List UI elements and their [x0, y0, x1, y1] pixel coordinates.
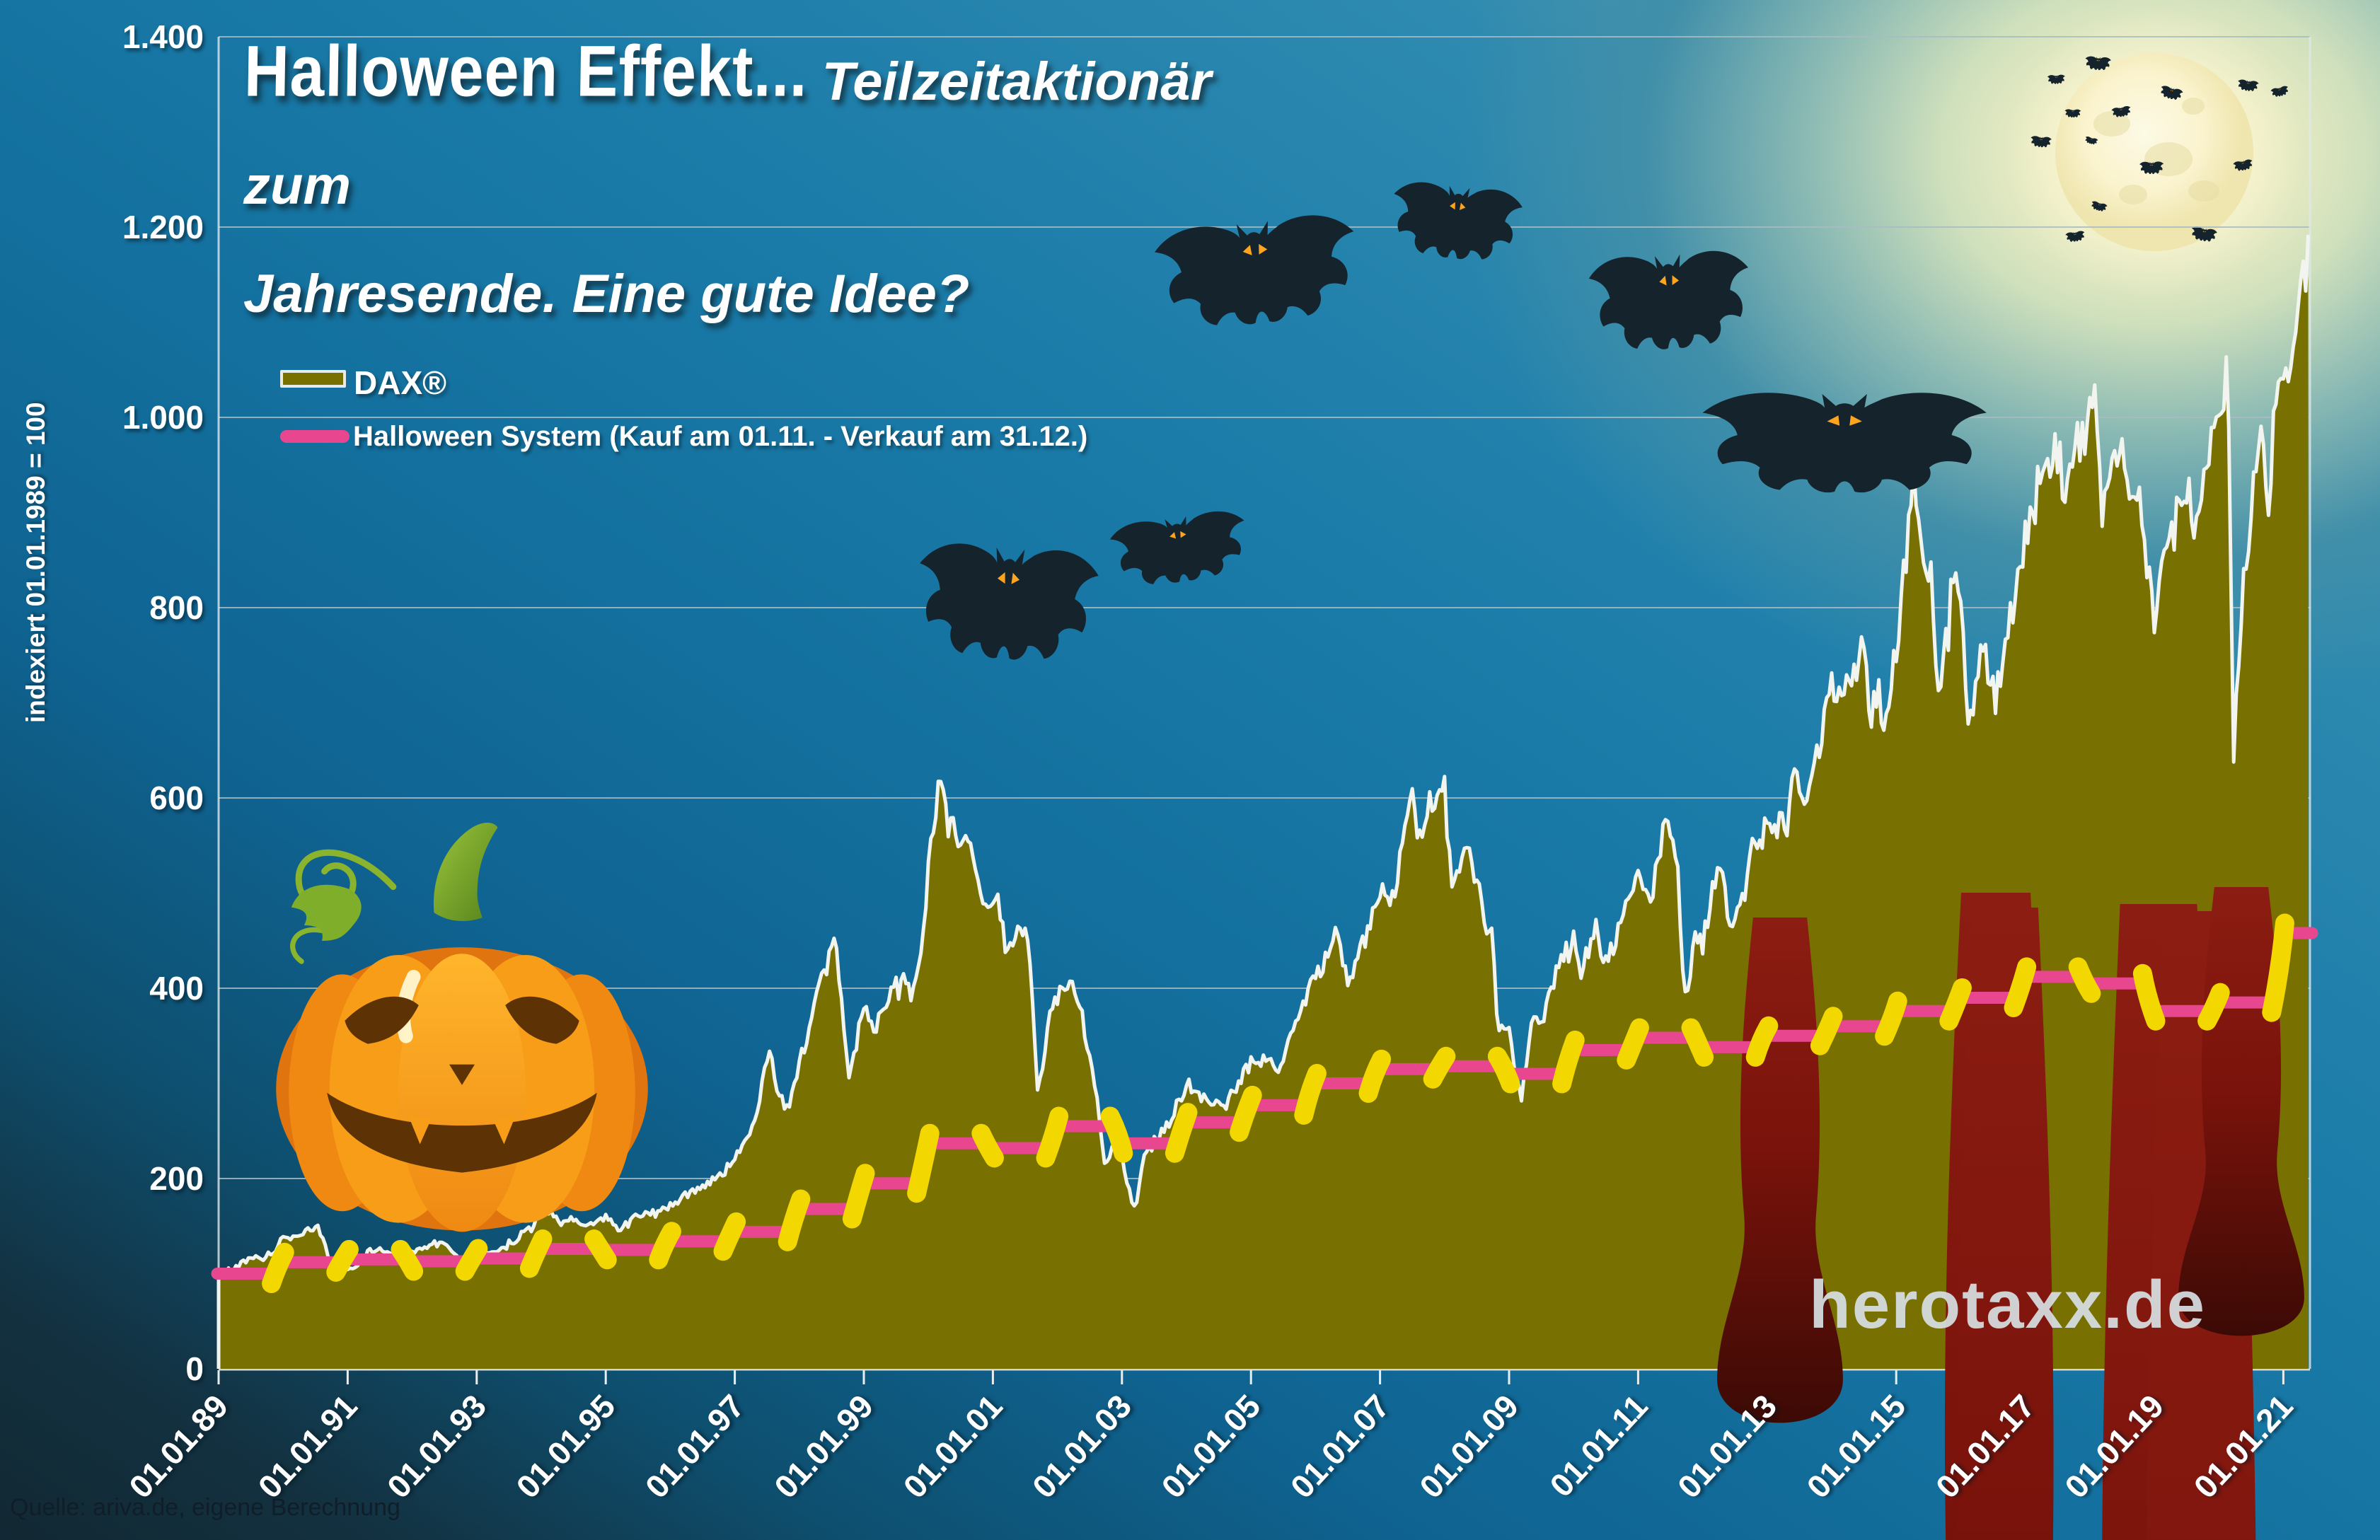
- x-tick-label: 01.01.93: [380, 1387, 493, 1505]
- moon-crater: [2188, 180, 2219, 202]
- source-note: Quelle: ariva.de, eigene Berechnung: [10, 1494, 400, 1521]
- pumpkin-tendril: [290, 927, 325, 964]
- pumpkin-tooth: [492, 1116, 516, 1145]
- watermark: herotaxx.de: [1809, 1267, 2206, 1343]
- title-italic-part: Teilzeitaktionär zum: [243, 52, 1212, 216]
- halloween-nov-dec-riser: [1165, 1103, 1198, 1163]
- x-tick-label: 01.01.07: [1283, 1387, 1397, 1505]
- pumpkin-leaf: [291, 884, 362, 941]
- halloween-nov-dec-riser: [1100, 1106, 1133, 1163]
- x-tick-label: 01.01.91: [251, 1387, 364, 1505]
- halloween-nov-dec-riser: [1230, 1085, 1262, 1142]
- y-tick-label: 1.200: [122, 209, 204, 245]
- legend-halloween-label: Halloween System (Kauf am 01.11. - Verka…: [353, 421, 1088, 452]
- x-tick-label: 01.01.03: [1025, 1387, 1138, 1505]
- halloween-nov-dec-riser: [455, 1239, 488, 1281]
- x-tick-label: 01.01.13: [1670, 1387, 1784, 1505]
- x-tick-label: 01.01.01: [896, 1387, 1010, 1505]
- y-tick-label: 600: [149, 780, 204, 816]
- pumpkin-lobe: [398, 954, 526, 1232]
- x-tick-label: 01.01.99: [767, 1387, 880, 1505]
- title-line2: Jahresende. Eine gute Idee?: [243, 264, 970, 324]
- halloween-nov-dec-riser: [1681, 1018, 1714, 1067]
- halloween-nov-dec-riser: [1939, 978, 1972, 1031]
- pumpkin-tooth: [408, 1116, 432, 1145]
- halloween-nov-dec-riser: [326, 1239, 359, 1282]
- halloween-nov-dec-riser: [1358, 1049, 1392, 1103]
- halloween-nov-dec-riser: [971, 1123, 1004, 1168]
- y-tick-label: 0: [185, 1350, 204, 1387]
- halloween-system-line: [211, 913, 2318, 1293]
- halloween-nov-dec-riser: [1745, 1016, 1779, 1067]
- halloween-nov-dec-riser: [842, 1164, 875, 1229]
- page-title: Halloween Effekt... Teilzeitaktionär zum…: [243, 30, 1305, 339]
- halloween-nov-dec-riser: [1036, 1106, 1069, 1168]
- halloween-nov-dec-riser: [1552, 1030, 1585, 1094]
- bat-icon: [1387, 179, 1525, 265]
- halloween-nov-dec-riser: [778, 1189, 811, 1251]
- halloween-nov-dec-riser: [391, 1239, 424, 1281]
- halloween-nov-dec-riser: [262, 1242, 294, 1293]
- legend-dax-swatch: [280, 370, 346, 388]
- pumpkin-jack-o-lantern: [276, 822, 648, 1232]
- legend-dax-label: DAX®: [354, 364, 447, 401]
- halloween-nov-dec-riser: [2132, 963, 2166, 1031]
- halloween-nov-dec-riser: [907, 1123, 940, 1203]
- y-tick-label: 1.400: [122, 18, 204, 55]
- y-tick-label: 800: [149, 589, 204, 626]
- halloween-nov-dec-riser: [1294, 1064, 1327, 1125]
- bat-icon: [913, 540, 1100, 666]
- halloween-nov-dec-riser: [1423, 1046, 1456, 1089]
- moon-crater: [2182, 98, 2205, 115]
- y-tick-label: 1.000: [122, 399, 204, 436]
- moon-crater: [2119, 185, 2147, 204]
- x-tick-label: 01.01.95: [509, 1387, 622, 1505]
- dax-area-outline: [216, 234, 2310, 1369]
- x-tick-label: 01.01.89: [122, 1387, 235, 1505]
- moon: [2007, 5, 2301, 299]
- x-tick-label: 01.01.09: [1412, 1387, 1525, 1505]
- x-tick-label: 01.01.11: [1542, 1387, 1654, 1504]
- halloween-nov-dec-riser: [713, 1212, 746, 1261]
- bat-icon: [1587, 248, 1754, 354]
- halloween-nov-dec-riser: [1810, 1007, 1843, 1055]
- y-axis-title: indexiert 01.01.1989 = 100: [21, 402, 50, 723]
- halloween-nov-dec-riser: [1875, 991, 1907, 1046]
- bat-icon: [1702, 393, 1987, 493]
- halloween-nov-dec-riser: [2262, 913, 2294, 1022]
- legend-halloween-swatch: [280, 430, 350, 443]
- title-spooky-part: Halloween Effekt...: [243, 30, 809, 112]
- moon-crater: [2093, 111, 2130, 137]
- halloween-nov-dec-riser: [2068, 957, 2101, 1003]
- pumpkin-stem: [433, 822, 498, 922]
- x-tick-label: 01.01.05: [1154, 1387, 1267, 1505]
- pumpkin-face: [327, 996, 597, 1173]
- y-tick-label: 200: [149, 1160, 204, 1197]
- halloween-nov-dec-riser: [2197, 983, 2230, 1031]
- halloween-nov-dec-riser: [1617, 1018, 1649, 1070]
- halloween-nov-dec-riser: [519, 1229, 553, 1278]
- halloween-nov-dec-riser: [2004, 957, 2037, 1017]
- x-tick-label: 01.01.97: [638, 1387, 751, 1505]
- halloween-nov-dec-riser: [584, 1229, 617, 1270]
- bat-icon: [1108, 507, 1252, 591]
- halloween-nov-dec-riser: [1487, 1046, 1520, 1094]
- y-tick-label: 400: [149, 970, 204, 1007]
- halloween-nov-dec-riser: [649, 1222, 681, 1270]
